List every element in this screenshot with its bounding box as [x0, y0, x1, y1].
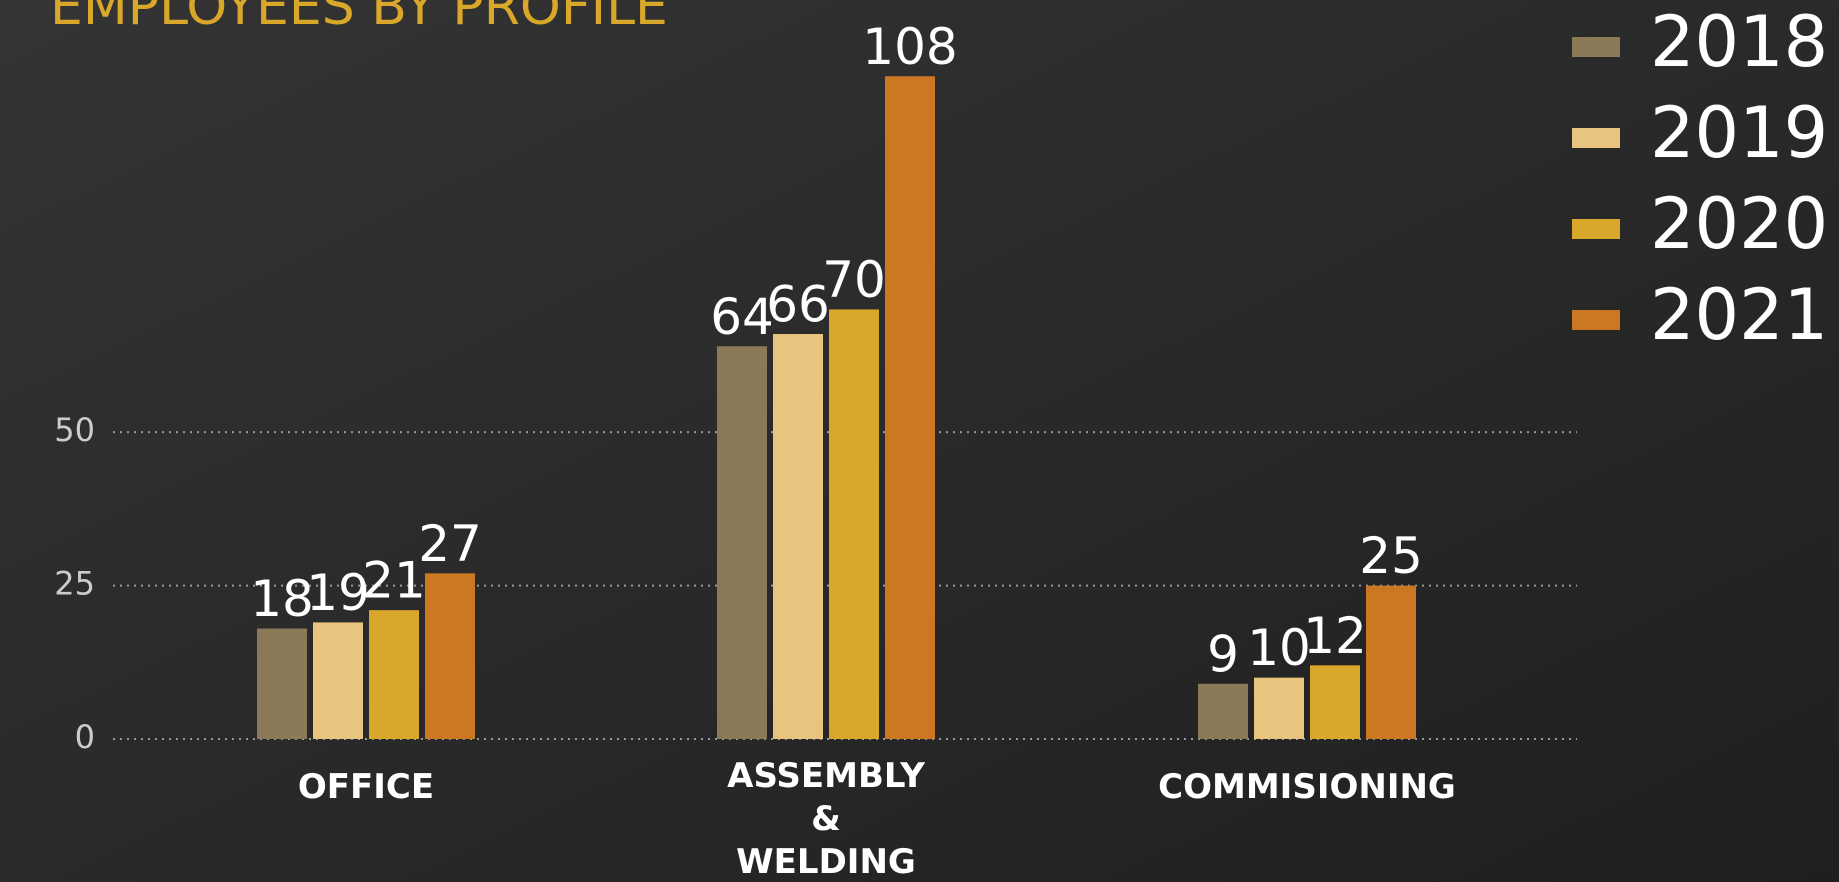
y-tick-label: 0	[75, 718, 95, 756]
value-label: 108	[862, 18, 957, 76]
bar	[829, 309, 879, 739]
bar	[1366, 585, 1416, 739]
bar	[885, 76, 935, 740]
bar	[1254, 677, 1304, 739]
value-label: 9	[1207, 625, 1239, 683]
value-label: 64	[710, 288, 774, 346]
y-tick-label: 25	[54, 565, 95, 603]
value-label: 18	[250, 570, 314, 628]
value-label: 10	[1247, 619, 1311, 677]
x-tick-label: COMMISIONING	[1158, 767, 1456, 807]
chart-title: EMPLOYEES BY PROFILE	[50, 0, 668, 37]
value-label: 12	[1303, 607, 1367, 665]
value-label: 21	[362, 552, 426, 610]
value-label: 27	[418, 515, 482, 573]
legend-swatch	[1572, 37, 1620, 57]
legend-swatch	[1572, 128, 1620, 148]
x-tick-label: OFFICE	[298, 767, 434, 807]
legend-label: 2019	[1650, 92, 1828, 174]
x-tick-label: ASSEMBLY & WELDING	[727, 756, 925, 882]
bar	[1310, 665, 1360, 739]
legend-label: 2018	[1650, 1, 1828, 83]
bar	[717, 346, 767, 739]
bar	[773, 334, 823, 739]
legend-swatch	[1572, 310, 1620, 330]
bar	[425, 573, 475, 739]
bar	[257, 628, 307, 739]
bar	[369, 610, 419, 739]
value-label: 70	[822, 251, 886, 309]
y-tick-label: 50	[54, 411, 95, 449]
value-label: 19	[306, 564, 370, 622]
bar	[313, 622, 363, 739]
value-label: 25	[1359, 527, 1423, 585]
legend-label: 2021	[1650, 274, 1828, 356]
value-label: 66	[766, 276, 830, 334]
legend-swatch	[1572, 219, 1620, 239]
bar	[1198, 683, 1248, 739]
legend-label: 2020	[1650, 183, 1828, 265]
